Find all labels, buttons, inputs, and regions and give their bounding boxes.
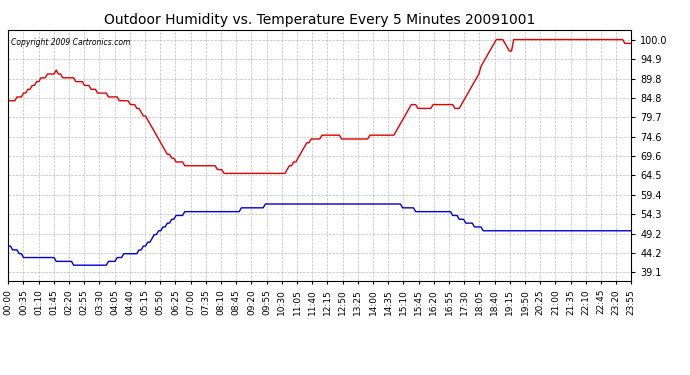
Title: Outdoor Humidity vs. Temperature Every 5 Minutes 20091001: Outdoor Humidity vs. Temperature Every 5…	[104, 13, 535, 27]
Text: Copyright 2009 Cartronics.com: Copyright 2009 Cartronics.com	[12, 38, 131, 46]
